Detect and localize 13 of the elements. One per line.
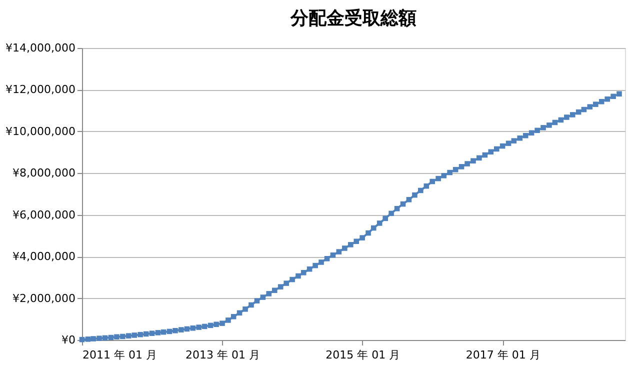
y-tick-label: ¥0 [62, 334, 76, 346]
y-tick-label: ¥6,000,000 [12, 208, 76, 222]
x-tick-label: 2011 年 01 月 [82, 348, 157, 362]
y-tick-label: ¥10,000,000 [6, 124, 76, 138]
y-tick-label: ¥8,000,000 [12, 166, 76, 180]
y-tick-label: ¥4,000,000 [12, 250, 76, 264]
y-tick-label: ¥14,000,000 [6, 42, 76, 54]
y-tick-label: ¥2,000,000 [12, 292, 76, 305]
x-tick-label: 2017 年 01 月 [466, 348, 540, 362]
x-tick-label: 2015 年 01 月 [326, 348, 400, 362]
y-tick-label: ¥12,000,000 [6, 83, 76, 96]
chart-title: 分配金受取総額 [290, 8, 416, 29]
x-tick-label: 2013 年 01 月 [186, 348, 260, 362]
